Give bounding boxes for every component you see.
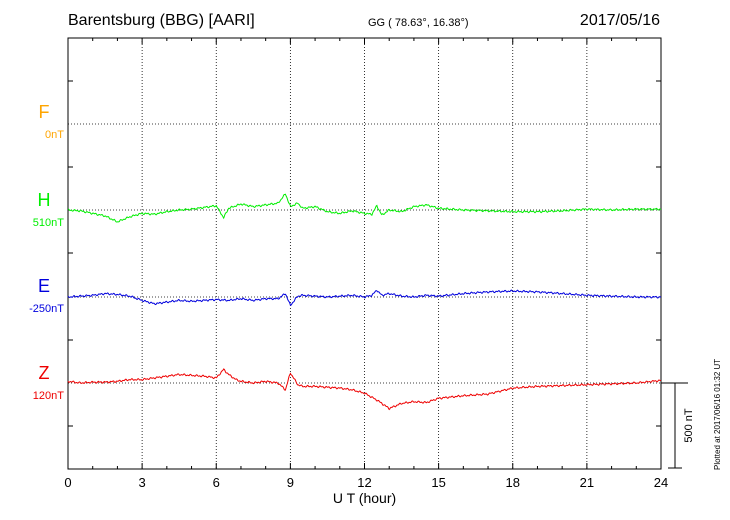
component-baseline-e: -250nT	[29, 303, 64, 315]
series-line-h	[68, 193, 662, 223]
component-label-e: E	[38, 276, 50, 296]
x-tick-label: 0	[64, 475, 71, 490]
plotted-timestamp: Plotted at 2017/06/16 01:32 UT	[713, 358, 722, 470]
series-line-e	[67, 289, 661, 306]
component-baseline-z: 120nT	[33, 390, 64, 402]
x-tick-label: 9	[287, 475, 294, 490]
station-coordinates: GG ( 78.63°, 16.38°)	[368, 17, 469, 29]
x-tick-label: 12	[357, 475, 371, 490]
component-baseline-f: 0nT	[45, 129, 64, 141]
x-axis-label: U T (hour)	[333, 490, 396, 506]
x-tick-label: 21	[580, 475, 594, 490]
x-tick-label: 6	[213, 475, 220, 490]
x-tick-label: 18	[506, 475, 520, 490]
component-label-h: H	[38, 190, 51, 210]
series-line-z	[67, 368, 662, 411]
component-label-z: Z	[39, 363, 50, 383]
chart-date: 2017/05/16	[579, 12, 660, 29]
x-tick-label: 3	[139, 475, 146, 490]
chart-title: Barentsburg (BBG) [AARI]	[68, 12, 255, 29]
component-baseline-h: 510nT	[33, 217, 64, 229]
component-label-f: F	[39, 102, 50, 122]
x-tick-label: 15	[431, 475, 445, 490]
x-tick-label: 24	[654, 475, 668, 490]
scale-bar-label: 500 nT	[683, 408, 695, 443]
